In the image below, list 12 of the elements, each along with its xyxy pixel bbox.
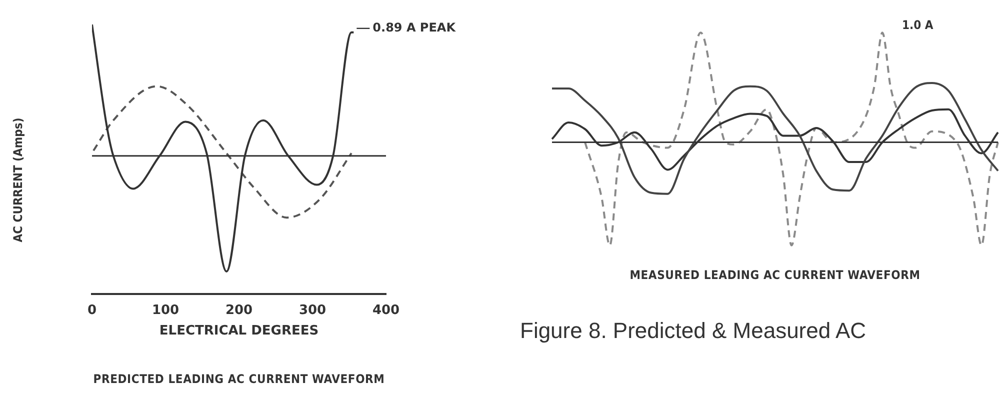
x-tick-label: 400 xyxy=(372,302,400,318)
y-axis-title: AC CURRENT (Amps) xyxy=(11,118,25,242)
x-axis-title: ELECTRICAL DEGREES xyxy=(159,324,319,339)
annotation: 0.89 A PEAK xyxy=(372,20,456,35)
text: 1.0 A xyxy=(902,18,934,32)
text: MEASURED LEADING AC CURRENT WAVEFORM xyxy=(630,268,920,282)
x-tick-label: 300 xyxy=(298,302,326,318)
x-tick-label: 100 xyxy=(152,302,180,318)
caption: Figure 8. Predicted & Measured AC xyxy=(520,318,866,344)
x-tick-label: 0 xyxy=(87,302,97,318)
x-tick-label: 200 xyxy=(225,302,253,318)
text: PREDICTED LEADING AC CURRENT WAVEFORM xyxy=(93,372,385,386)
